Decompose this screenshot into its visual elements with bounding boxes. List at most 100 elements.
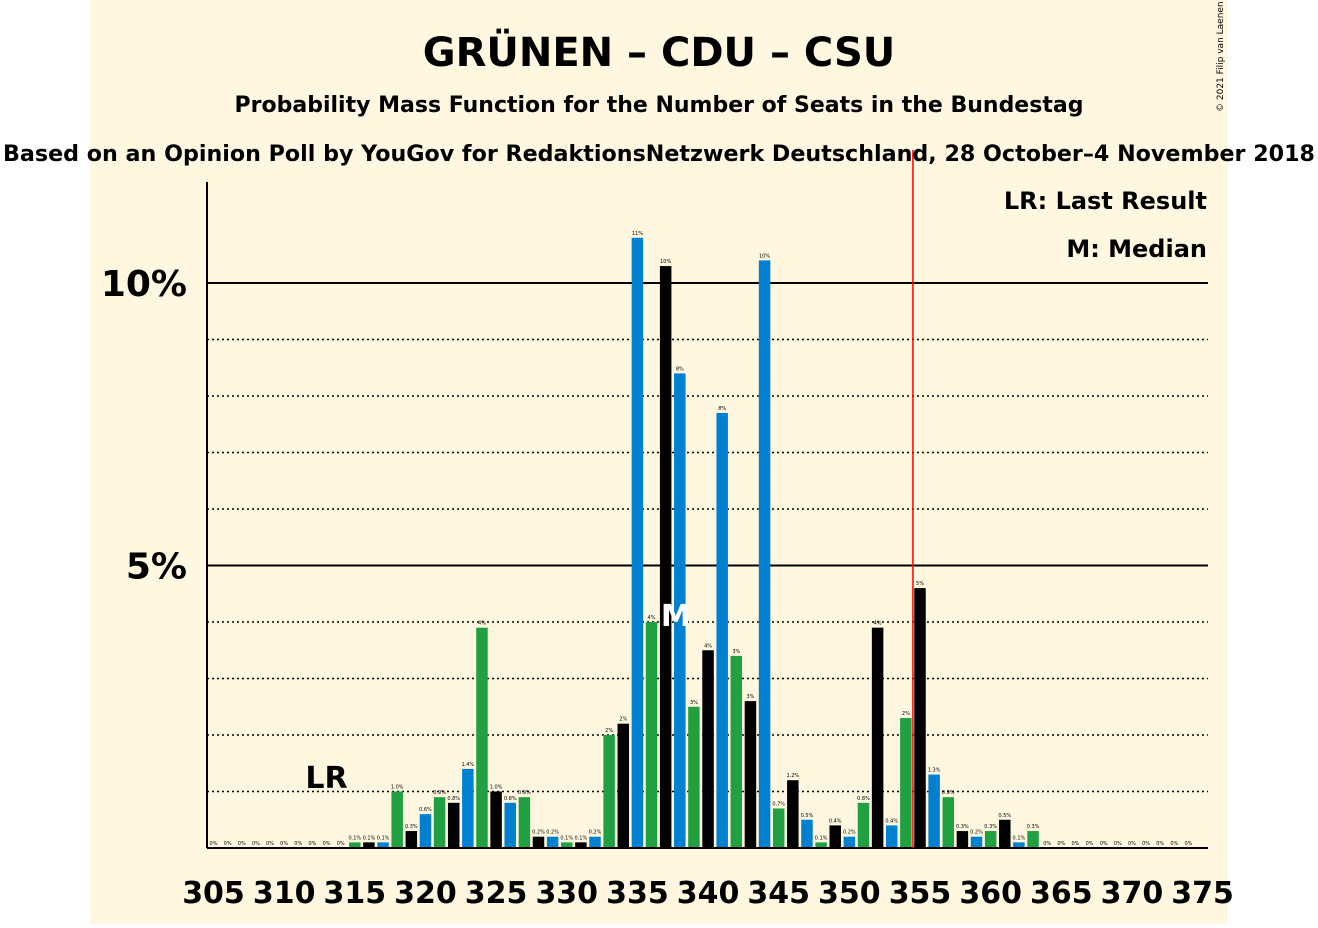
bar-value-label: 0.3% — [405, 824, 418, 830]
bar-value-label: 0.1% — [377, 835, 390, 841]
bar-value-label: 0.2% — [532, 830, 545, 836]
bar — [829, 825, 841, 848]
bar-value-label: 4% — [478, 621, 486, 627]
bar-value-label: 0% — [337, 841, 345, 847]
bar — [575, 842, 587, 848]
bar-value-label: 3% — [690, 700, 698, 706]
bar — [702, 650, 714, 848]
bar-value-label: 0% — [323, 841, 331, 847]
bar-value-label: 0.2% — [970, 830, 983, 836]
bar — [716, 412, 728, 848]
bar — [744, 701, 757, 848]
x-tick-label: 345 — [747, 876, 810, 911]
bar — [843, 836, 856, 848]
x-tick-label: 310 — [253, 876, 316, 911]
legend-last-result: LR: Last Result — [1004, 187, 1207, 215]
bar-value-label: 8% — [718, 406, 726, 412]
bar — [363, 842, 375, 848]
bar — [447, 802, 460, 848]
bar-value-label: 0.3% — [1027, 824, 1040, 830]
x-tick-label: 370 — [1101, 876, 1164, 911]
y-tick-label: 5% — [126, 547, 187, 588]
bar-value-label: 0% — [266, 841, 274, 847]
bar — [956, 831, 969, 848]
bar — [349, 842, 361, 848]
x-tick-label: 375 — [1171, 876, 1234, 911]
chart-source: Based on an Opinion Poll by YouGov for R… — [3, 142, 1315, 167]
bar-value-label: 0% — [252, 841, 260, 847]
bar — [377, 842, 389, 848]
bar — [772, 808, 785, 848]
x-tick-label: 325 — [465, 876, 528, 911]
bar-value-label: 0.1% — [348, 835, 361, 841]
bar-value-label: 0.4% — [885, 818, 898, 824]
bar-value-label: 0% — [280, 841, 288, 847]
bar-value-label: 3% — [732, 649, 740, 655]
chart-title: GRÜNEN – CDU – CSU — [423, 28, 896, 76]
bar-value-label: 0% — [210, 841, 218, 847]
bar-value-label: 0% — [294, 841, 302, 847]
bar-value-label: 0.8% — [504, 796, 517, 802]
bar — [857, 802, 870, 848]
bar — [674, 373, 686, 848]
bar-value-label: 0.8% — [447, 796, 460, 802]
bar — [984, 831, 997, 848]
bar-value-label: 0.2% — [589, 830, 602, 836]
bar — [433, 797, 446, 848]
bar-value-label: 0% — [224, 841, 232, 847]
bar-value-label: 0% — [1086, 841, 1094, 847]
bar-value-label: 0% — [1071, 841, 1079, 847]
last-result-marker: LR — [305, 761, 347, 796]
bar-value-label: 0% — [1156, 841, 1164, 847]
bar-value-label: 0.2% — [546, 830, 559, 836]
bar-value-label: 0% — [308, 841, 316, 847]
bar — [631, 237, 644, 849]
bar-value-label: 0% — [1142, 841, 1150, 847]
bar — [603, 735, 615, 848]
bar-value-label: 10% — [660, 259, 671, 265]
bar-value-label: 11% — [632, 231, 643, 237]
bar-value-label: 0.5% — [998, 813, 1011, 819]
bar-value-label: 8% — [676, 366, 684, 372]
bar — [462, 768, 474, 848]
bar-value-label: 0.3% — [956, 824, 969, 830]
bar — [518, 797, 531, 848]
bar — [970, 836, 983, 848]
bar-value-label: 0.1% — [575, 835, 588, 841]
bar-value-label: 0% — [1170, 841, 1178, 847]
bar-value-label: 0.1% — [1013, 835, 1026, 841]
bar — [659, 266, 672, 848]
bar-value-label: 0% — [238, 841, 246, 847]
bar-value-label: 0% — [1100, 841, 1108, 847]
bar-value-label: 4% — [648, 615, 656, 621]
bar-value-label: 1.0% — [391, 785, 404, 791]
bar — [900, 718, 912, 848]
bar-value-label: 0% — [1114, 841, 1122, 847]
x-tick-label: 305 — [182, 876, 245, 911]
bar — [871, 627, 884, 848]
bar — [928, 774, 940, 848]
bar — [885, 825, 898, 848]
median-marker: M — [661, 599, 691, 634]
bar — [730, 655, 743, 848]
bar — [405, 831, 418, 848]
bar — [815, 842, 827, 848]
bar — [391, 791, 403, 848]
x-tick-label: 315 — [323, 876, 386, 911]
x-tick-label: 330 — [535, 876, 598, 911]
bar-value-label: 0% — [1185, 841, 1193, 847]
bar-value-label: 2% — [902, 711, 910, 717]
copyright-text: © 2021 Filip van Laenen — [1216, 1, 1226, 112]
bar-value-label: 0.1% — [815, 835, 828, 841]
bar-value-label: 0.8% — [857, 796, 870, 802]
bar — [645, 622, 658, 848]
x-tick-label: 355 — [889, 876, 952, 911]
bar-value-label: 10% — [759, 253, 770, 259]
bar-value-label: 0% — [1043, 841, 1051, 847]
bar-value-label: 0.9% — [942, 790, 955, 796]
bar — [999, 819, 1011, 848]
bar-value-labels: 0% 0% 0% 0% 0% 0% 0% 0% 0% 0%0.1% 0.1% 0.1%1.0%0.3%… — [210, 231, 1193, 847]
bar — [490, 791, 502, 848]
